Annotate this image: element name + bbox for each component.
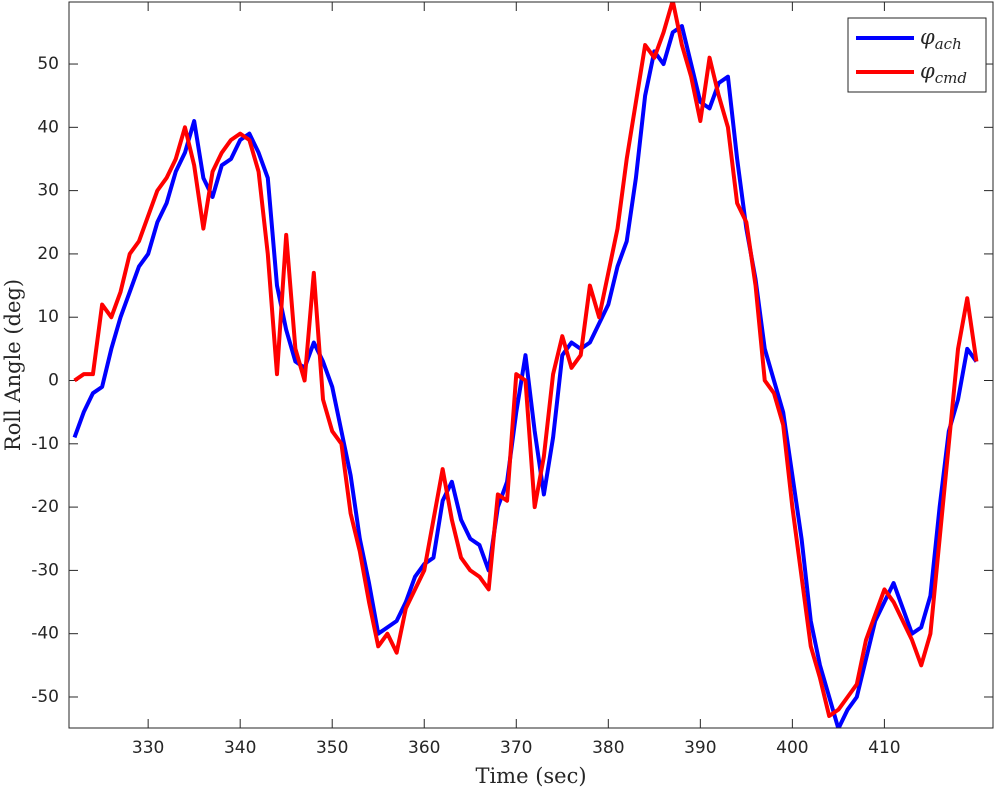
- y-tick-label: 40: [37, 117, 59, 137]
- legend-label: φach: [920, 25, 962, 53]
- x-tick-label: 360: [408, 738, 440, 758]
- y-tick-label: -50: [31, 687, 59, 707]
- x-axis-label: Time (sec): [475, 764, 586, 788]
- y-tick-label: -10: [31, 434, 59, 454]
- plot-frame: [68, 1, 994, 729]
- y-axis-label: Roll Angle (deg): [1, 279, 25, 451]
- y-tick-label: -40: [31, 624, 59, 644]
- y-tick-label: -30: [31, 560, 59, 580]
- x-tick-label: 330: [132, 738, 164, 758]
- y-tick-label: -20: [31, 497, 59, 517]
- y-tick-label: 50: [37, 54, 59, 74]
- x-tick-label: 350: [316, 738, 348, 758]
- legend-box: [847, 17, 987, 93]
- x-tick-label: 390: [684, 738, 716, 758]
- y-tick-label: 0: [48, 371, 59, 391]
- y-tick-label: 10: [37, 307, 59, 327]
- x-tick-label: 410: [868, 738, 900, 758]
- y-tick-label: 30: [37, 181, 59, 201]
- x-tick-label: 370: [500, 738, 532, 758]
- x-tick-label: 380: [592, 738, 624, 758]
- x-tick-label: 400: [776, 738, 808, 758]
- data-line: [72, 24, 979, 728]
- x-tick-label: 340: [224, 738, 256, 758]
- legend-label: φcmd: [920, 59, 967, 87]
- y-tick-label: 20: [37, 244, 59, 264]
- data-line: [73, 2, 979, 718]
